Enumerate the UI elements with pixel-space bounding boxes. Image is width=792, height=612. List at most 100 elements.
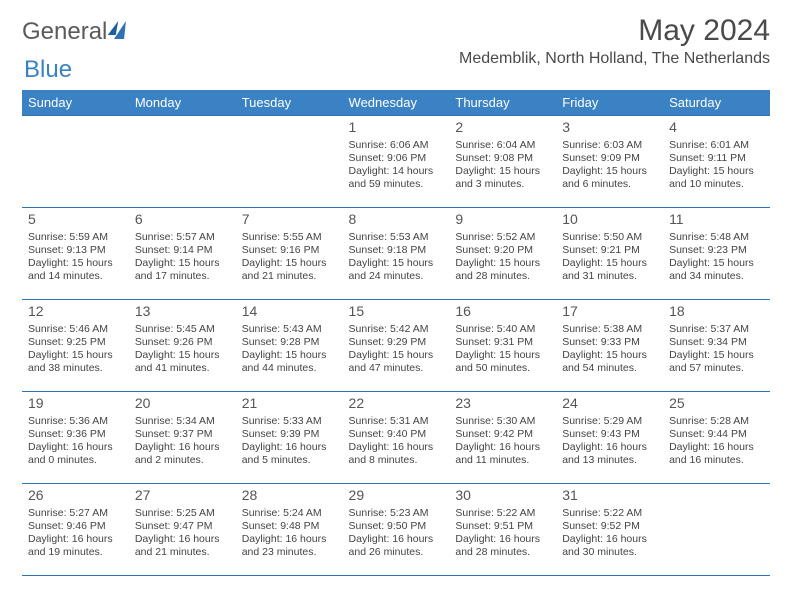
sunset-text: Sunset: 9:26 PM [135,336,230,349]
weekday-header: Thursday [449,90,556,116]
calendar-day-cell: 25Sunrise: 5:28 AMSunset: 9:44 PMDayligh… [663,392,770,484]
day-number: 4 [669,119,764,137]
daylight-text: Daylight: 16 hours and 19 minutes. [28,533,123,559]
daylight-text: Daylight: 15 hours and 28 minutes. [455,257,550,283]
sunrise-text: Sunrise: 5:29 AM [562,415,657,428]
sunset-text: Sunset: 9:50 PM [349,520,444,533]
day-number: 30 [455,487,550,505]
calendar-empty-cell [22,116,129,208]
sunset-text: Sunset: 9:28 PM [242,336,337,349]
sunrise-text: Sunrise: 5:48 AM [669,231,764,244]
sunset-text: Sunset: 9:31 PM [455,336,550,349]
day-number: 18 [669,303,764,321]
day-number: 13 [135,303,230,321]
day-number: 22 [349,395,444,413]
sunrise-text: Sunrise: 5:34 AM [135,415,230,428]
sunrise-text: Sunrise: 5:40 AM [455,323,550,336]
calendar-day-cell: 30Sunrise: 5:22 AMSunset: 9:51 PMDayligh… [449,484,556,576]
daylight-text: Daylight: 15 hours and 3 minutes. [455,165,550,191]
day-number: 8 [349,211,444,229]
sunset-text: Sunset: 9:46 PM [28,520,123,533]
calendar-day-cell: 9Sunrise: 5:52 AMSunset: 9:20 PMDaylight… [449,208,556,300]
sunrise-text: Sunrise: 5:31 AM [349,415,444,428]
sunrise-text: Sunrise: 5:53 AM [349,231,444,244]
brand-word2: Blue [24,56,72,84]
sunrise-text: Sunrise: 5:55 AM [242,231,337,244]
day-number: 19 [28,395,123,413]
sunset-text: Sunset: 9:34 PM [669,336,764,349]
day-number: 15 [349,303,444,321]
daylight-text: Daylight: 15 hours and 21 minutes. [242,257,337,283]
daylight-text: Daylight: 14 hours and 59 minutes. [349,165,444,191]
daylight-text: Daylight: 16 hours and 11 minutes. [455,441,550,467]
sunset-text: Sunset: 9:25 PM [28,336,123,349]
weekday-header: Monday [129,90,236,116]
daylight-text: Daylight: 16 hours and 21 minutes. [135,533,230,559]
calendar-day-cell: 29Sunrise: 5:23 AMSunset: 9:50 PMDayligh… [343,484,450,576]
sunset-text: Sunset: 9:08 PM [455,152,550,165]
daylight-text: Daylight: 16 hours and 30 minutes. [562,533,657,559]
daylight-text: Daylight: 15 hours and 6 minutes. [562,165,657,191]
sunrise-text: Sunrise: 5:28 AM [669,415,764,428]
calendar-empty-cell [129,116,236,208]
calendar-day-cell: 22Sunrise: 5:31 AMSunset: 9:40 PMDayligh… [343,392,450,484]
sunset-text: Sunset: 9:44 PM [669,428,764,441]
daylight-text: Daylight: 15 hours and 47 minutes. [349,349,444,375]
sunrise-text: Sunrise: 5:33 AM [242,415,337,428]
calendar-week-row: 12Sunrise: 5:46 AMSunset: 9:25 PMDayligh… [22,300,770,392]
weekday-header: Friday [556,90,663,116]
sunrise-text: Sunrise: 6:04 AM [455,139,550,152]
calendar-day-cell: 18Sunrise: 5:37 AMSunset: 9:34 PMDayligh… [663,300,770,392]
location-subtitle: Medemblik, North Holland, The Netherland… [459,50,770,68]
day-number: 16 [455,303,550,321]
brand-logo: General [22,14,125,46]
month-title: May 2024 [459,14,770,48]
sunrise-text: Sunrise: 5:50 AM [562,231,657,244]
weekday-header: Sunday [22,90,129,116]
sunset-text: Sunset: 9:37 PM [135,428,230,441]
daylight-text: Daylight: 15 hours and 31 minutes. [562,257,657,283]
sunset-text: Sunset: 9:40 PM [349,428,444,441]
daylight-text: Daylight: 16 hours and 2 minutes. [135,441,230,467]
sunrise-text: Sunrise: 5:25 AM [135,507,230,520]
day-number: 12 [28,303,123,321]
day-number: 2 [455,119,550,137]
daylight-text: Daylight: 15 hours and 10 minutes. [669,165,764,191]
sunset-text: Sunset: 9:52 PM [562,520,657,533]
calendar-day-cell: 21Sunrise: 5:33 AMSunset: 9:39 PMDayligh… [236,392,343,484]
day-number: 17 [562,303,657,321]
sunset-text: Sunset: 9:06 PM [349,152,444,165]
sunset-text: Sunset: 9:33 PM [562,336,657,349]
daylight-text: Daylight: 16 hours and 0 minutes. [28,441,123,467]
day-number: 21 [242,395,337,413]
brand-word1: General [22,18,107,46]
calendar-day-cell: 1Sunrise: 6:06 AMSunset: 9:06 PMDaylight… [343,116,450,208]
sunset-text: Sunset: 9:51 PM [455,520,550,533]
daylight-text: Daylight: 15 hours and 38 minutes. [28,349,123,375]
daylight-text: Daylight: 16 hours and 13 minutes. [562,441,657,467]
daylight-text: Daylight: 15 hours and 17 minutes. [135,257,230,283]
sunrise-text: Sunrise: 6:03 AM [562,139,657,152]
sunset-text: Sunset: 9:13 PM [28,244,123,257]
day-number: 24 [562,395,657,413]
calendar-day-cell: 4 Sunrise: 6:01 AMSunset: 9:11 PMDaylight… [663,116,770,208]
sunset-text: Sunset: 9:11 PM [669,152,764,165]
day-number: 5 [28,211,123,229]
daylight-text: Daylight: 15 hours and 41 minutes. [135,349,230,375]
sunrise-text: Sunrise: 5:52 AM [455,231,550,244]
sunset-text: Sunset: 9:09 PM [562,152,657,165]
calendar-table: SundayMondayTuesdayWednesdayThursdayFrid… [22,90,770,576]
daylight-text: Daylight: 15 hours and 34 minutes. [669,257,764,283]
daylight-text: Daylight: 15 hours and 50 minutes. [455,349,550,375]
calendar-day-cell: 20Sunrise: 5:34 AMSunset: 9:37 PMDayligh… [129,392,236,484]
calendar-empty-cell [663,484,770,576]
sunset-text: Sunset: 9:20 PM [455,244,550,257]
calendar-day-cell: 13Sunrise: 5:45 AMSunset: 9:26 PMDayligh… [129,300,236,392]
sunrise-text: Sunrise: 5:57 AM [135,231,230,244]
sunrise-text: Sunrise: 6:01 AM [669,139,764,152]
sunset-text: Sunset: 9:36 PM [28,428,123,441]
sunset-text: Sunset: 9:42 PM [455,428,550,441]
day-number: 23 [455,395,550,413]
calendar-day-cell: 15Sunrise: 5:42 AMSunset: 9:29 PMDayligh… [343,300,450,392]
day-number: 6 [135,211,230,229]
